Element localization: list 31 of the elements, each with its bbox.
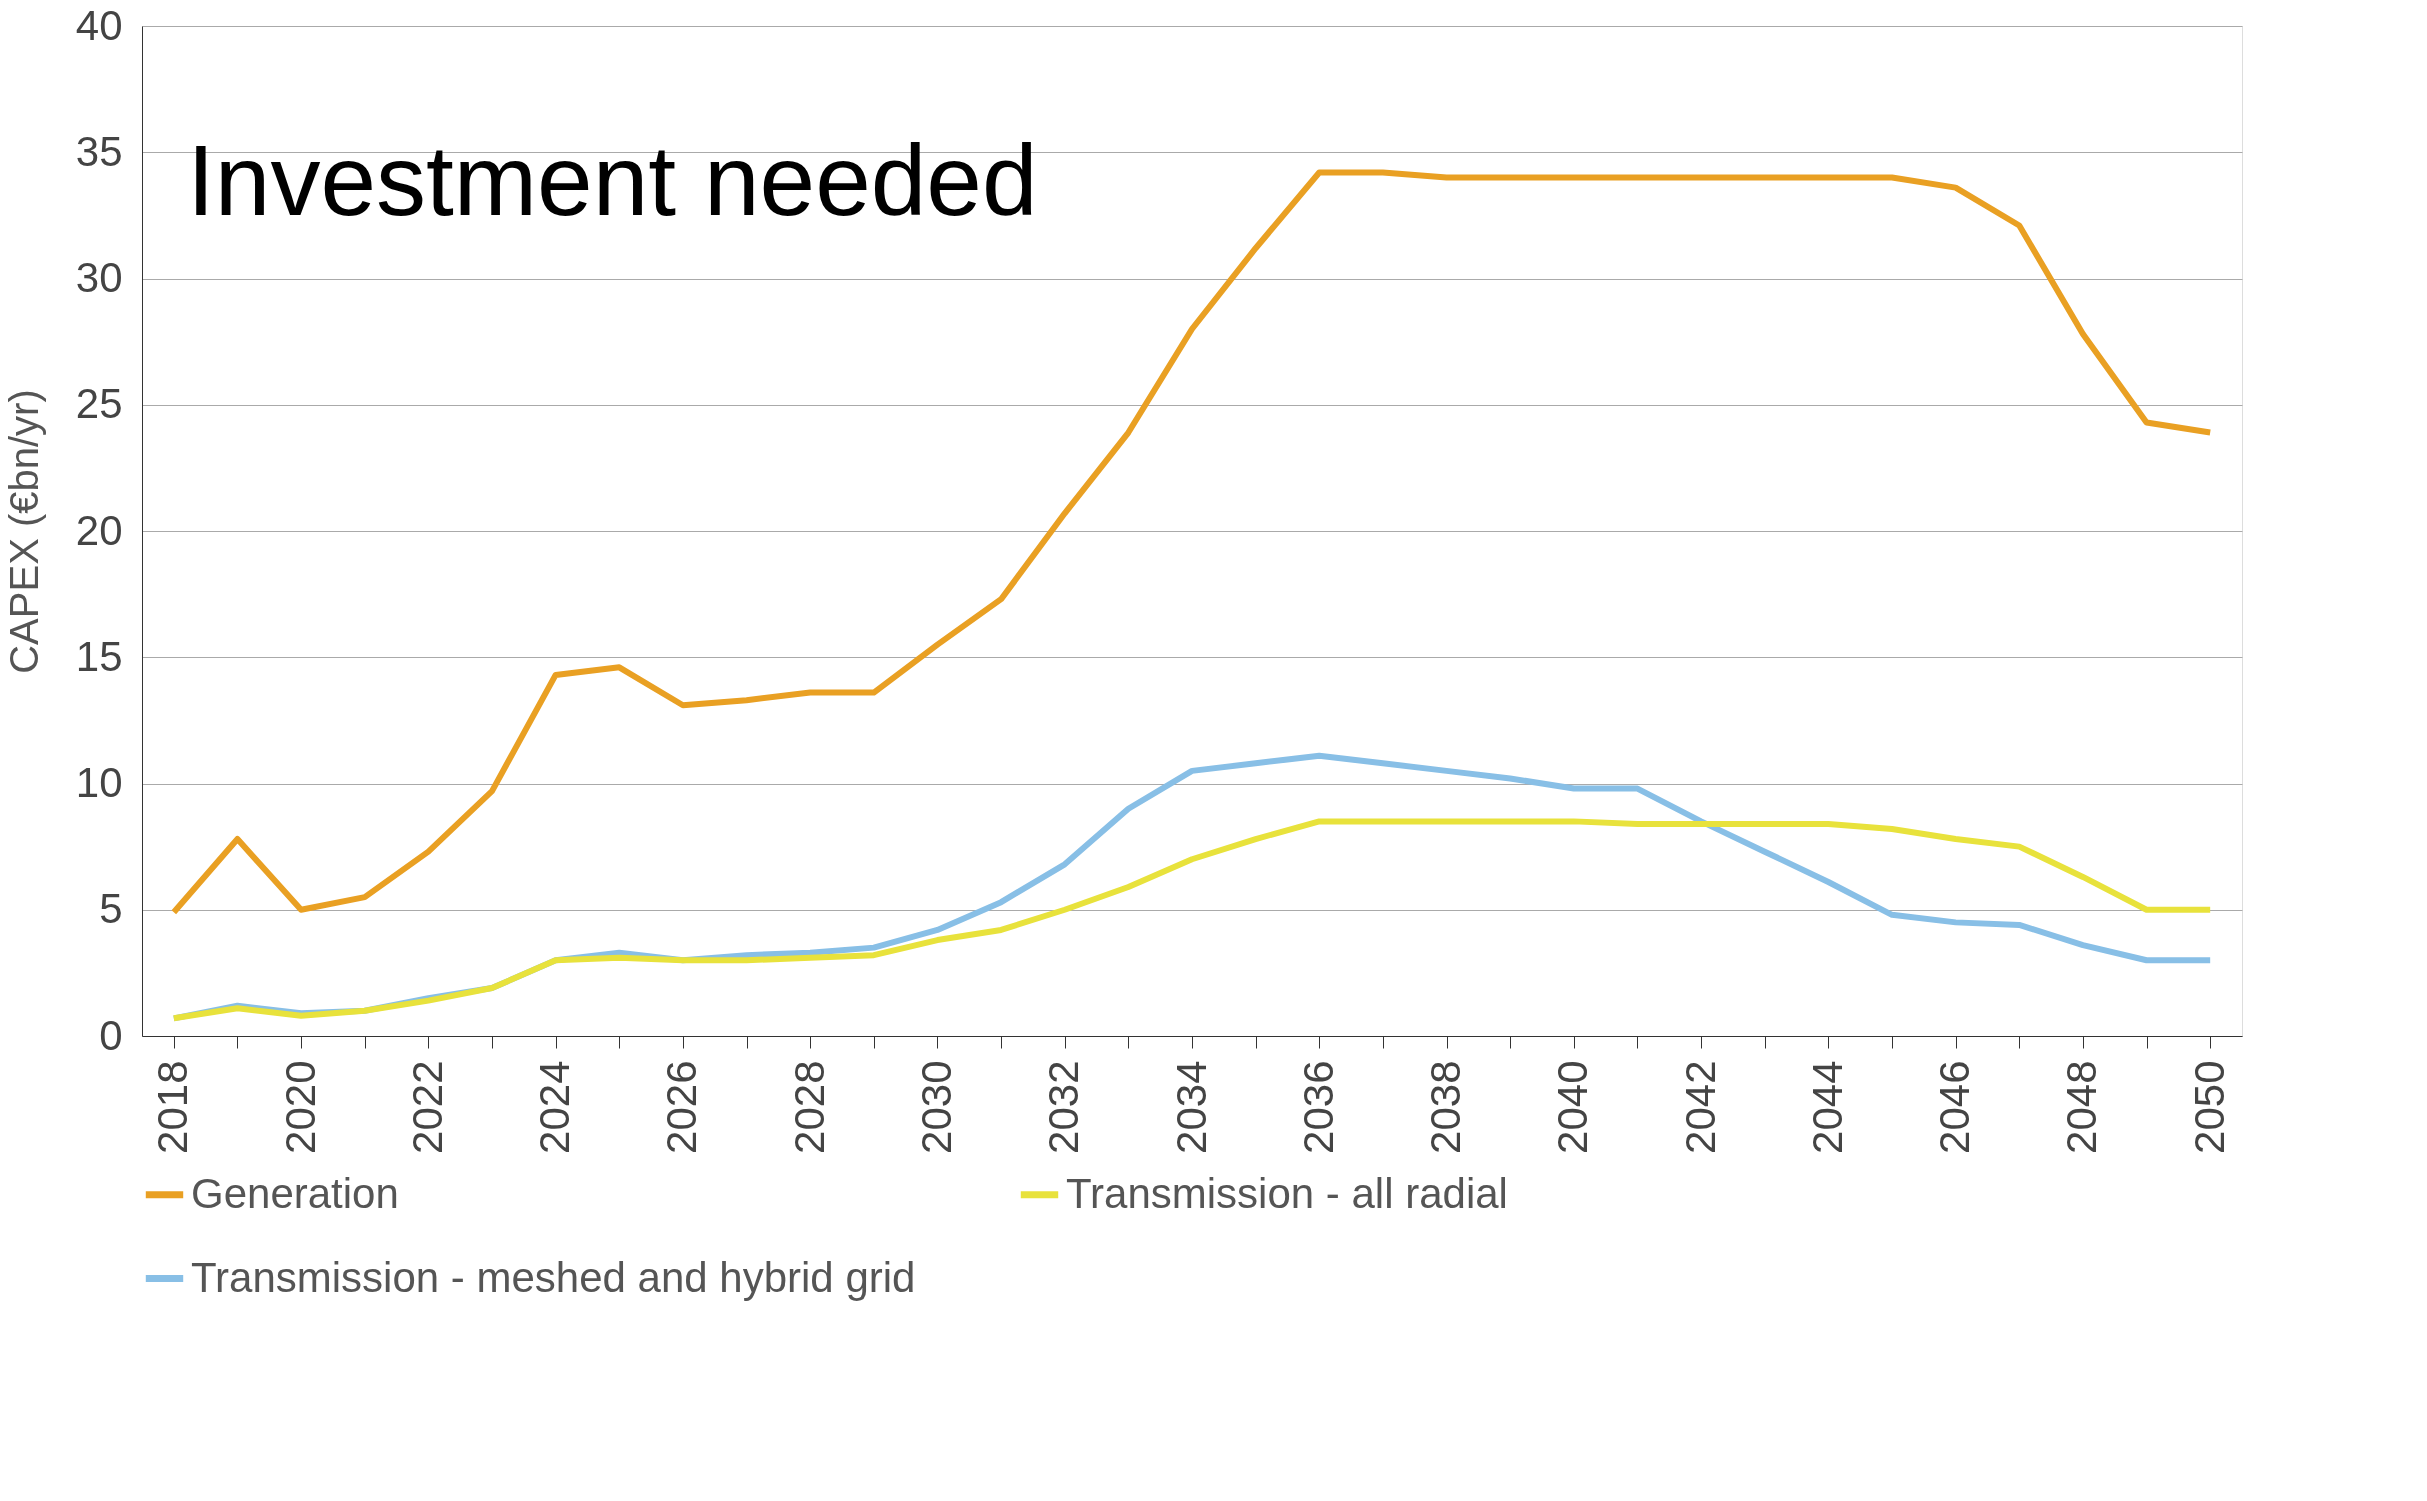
y-tick-label: 10 (75, 759, 123, 806)
x-tick-label: 2042 (1676, 1060, 1724, 1154)
x-tick-label: 2020 (276, 1060, 324, 1154)
x-tick-label: 2026 (658, 1060, 706, 1154)
y-tick-label: 5 (99, 885, 123, 933)
x-tick-label: 2040 (1549, 1060, 1597, 1154)
x-tick-label: 2050 (2185, 1060, 2233, 1154)
y-tick-label: 20 (75, 506, 123, 554)
x-tick-label: 2024 (531, 1060, 579, 1154)
x-tick-label: 2046 (1931, 1060, 1979, 1154)
y-tick-label: 30 (75, 254, 123, 301)
y-tick-label: 15 (75, 632, 123, 680)
x-tick-label: 2028 (785, 1060, 833, 1154)
annotation: Investment needed (187, 124, 1038, 236)
x-tick-label: 2048 (2058, 1060, 2106, 1154)
x-tick-label: 2036 (1294, 1060, 1342, 1154)
x-tick-label: 2034 (1167, 1060, 1215, 1154)
x-tick-label: 2038 (1422, 1060, 1470, 1154)
legend-label: Transmission - meshed and hybrid grid (191, 1253, 916, 1301)
y-tick-label: 25 (75, 380, 123, 428)
x-tick-label: 2022 (403, 1060, 451, 1154)
y-tick-label: 35 (75, 127, 123, 175)
x-tick-label: 2018 (149, 1060, 197, 1154)
y-tick-label: 40 (75, 1, 123, 49)
x-tick-label: 2030 (912, 1060, 960, 1154)
y-axis-title: CAPEX (€bn/yr) (1, 389, 46, 674)
legend-label: Transmission - all radial (1066, 1169, 1508, 1217)
y-tick-label: 0 (99, 1011, 123, 1059)
legend-label: Generation (191, 1169, 399, 1217)
x-tick-label: 2032 (1040, 1060, 1088, 1154)
x-tick-label: 2044 (1803, 1060, 1851, 1154)
